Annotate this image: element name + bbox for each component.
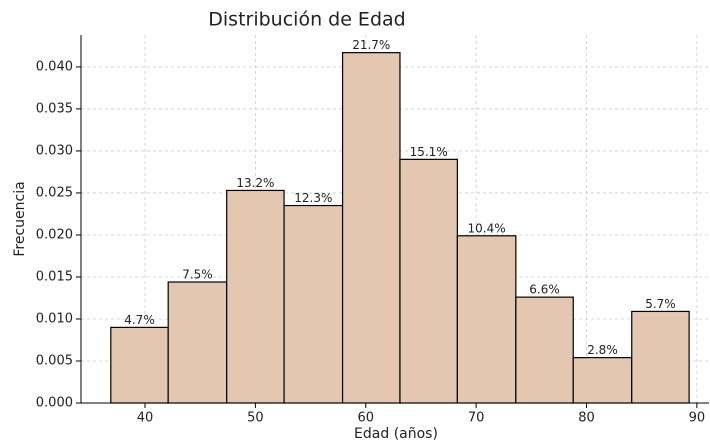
y-tick-label: 0.000 (36, 396, 73, 411)
x-tick-label: 50 (247, 411, 264, 426)
data-label: 10.4% (468, 221, 506, 235)
chart-title: Distribución de Edad (208, 9, 405, 31)
bar (167, 281, 228, 404)
data-label: 13.2% (236, 176, 274, 190)
y-tick-label: 0.035 (36, 101, 73, 116)
data-label: 7.5% (182, 268, 213, 282)
bar (399, 158, 458, 404)
y-tick-label: 0.030 (36, 143, 73, 158)
y-axis-label: Frecuencia (12, 181, 28, 256)
data-label: 5.7% (645, 297, 676, 311)
bar (283, 204, 344, 404)
x-axis-label: Edad (años) (354, 426, 438, 442)
data-label: 2.8% (587, 343, 618, 357)
bar (515, 296, 574, 404)
bar (110, 326, 169, 404)
y-tick-label: 0.010 (36, 311, 73, 326)
data-label: 15.1% (410, 145, 448, 159)
data-label: 21.7% (352, 38, 390, 52)
bar (456, 235, 517, 404)
x-tick-label: 40 (137, 411, 154, 426)
x-tick-label: 70 (468, 411, 485, 426)
data-label: 6.6% (529, 283, 560, 297)
y-tick-label: 0.025 (36, 185, 73, 200)
y-tick-label: 0.040 (36, 59, 73, 74)
y-tick-label: 0.020 (36, 227, 73, 242)
bar (341, 52, 401, 404)
bar (226, 189, 285, 404)
data-label: 12.3% (294, 191, 332, 205)
data-label: 4.7% (124, 313, 155, 327)
x-tick-label: 80 (578, 411, 595, 426)
x-tick-label: 60 (357, 411, 374, 426)
bar (631, 310, 690, 404)
x-tick-label: 90 (689, 411, 706, 426)
bar (572, 357, 633, 404)
y-tick-label: 0.005 (36, 353, 73, 368)
y-tick-label: 0.015 (36, 269, 73, 284)
